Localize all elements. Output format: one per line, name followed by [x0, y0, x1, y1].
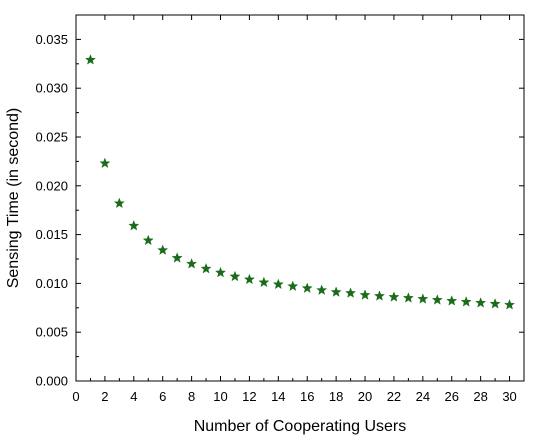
x-tick-label: 16	[300, 389, 314, 404]
y-axis-title: Sensing Time (in second)	[5, 108, 22, 289]
x-tick-label: 0	[72, 389, 79, 404]
x-tick-label: 24	[416, 389, 430, 404]
plot-frame	[75, 14, 525, 382]
data-point	[460, 296, 472, 307]
data-point	[113, 197, 125, 209]
data-point	[417, 293, 429, 304]
data-point	[388, 291, 400, 302]
data-point	[446, 295, 458, 306]
x-tick-label: 22	[387, 389, 401, 404]
data-point	[287, 280, 299, 291]
data-point	[504, 299, 516, 310]
y-tick-label: 0.020	[35, 178, 68, 193]
x-tick-label: 14	[271, 389, 285, 404]
x-tick-label: 8	[188, 389, 195, 404]
y-tick-label: 0.005	[35, 325, 68, 340]
x-tick-label: 18	[329, 389, 343, 404]
y-tick-label: 0.000	[35, 374, 68, 389]
x-tick-label: 4	[130, 389, 137, 404]
data-point	[243, 273, 255, 285]
y-tick-label: 0.010	[35, 276, 68, 291]
data-point	[316, 284, 328, 295]
data-point	[215, 266, 226, 278]
data-point	[272, 278, 284, 290]
data-point	[128, 220, 140, 231]
tick-labels: 0 2 4 6 8 10 12 14 16 18 20 22 24 26 28 300.0000.0050.0…	[35, 32, 516, 404]
data-point	[186, 258, 198, 269]
y-tick-label: 0.015	[35, 227, 68, 242]
data-point	[142, 234, 154, 246]
data-point	[99, 157, 111, 169]
x-tick-label: 12	[242, 389, 256, 404]
x-tick-label: 10	[213, 389, 227, 404]
y-tick-label: 0.030	[35, 81, 68, 96]
axes	[75, 14, 525, 382]
x-tick-label: 20	[358, 389, 372, 404]
data-point	[84, 54, 96, 65]
data-points	[84, 54, 516, 310]
data-point	[475, 297, 487, 308]
x-tick-label: 26	[445, 389, 459, 404]
data-point	[157, 244, 169, 255]
data-point	[431, 294, 443, 305]
y-tick-label: 0.035	[35, 32, 68, 47]
data-point	[301, 282, 313, 293]
data-point	[359, 289, 371, 300]
x-tick-label: 30	[502, 389, 516, 404]
x-tick-label: 28	[473, 389, 487, 404]
data-point	[402, 292, 414, 303]
data-point	[171, 252, 183, 263]
x-tick-label: 6	[159, 389, 166, 404]
data-point	[489, 298, 501, 309]
x-tick-label: 2	[101, 389, 108, 404]
data-point	[374, 290, 385, 301]
data-point	[200, 262, 212, 274]
y-tick-label: 0.025	[35, 130, 68, 145]
data-point	[229, 270, 241, 282]
data-point	[258, 276, 270, 288]
data-point	[345, 287, 357, 298]
x-axis-title: Number of Cooperating Users	[194, 418, 407, 435]
data-point	[330, 286, 342, 297]
